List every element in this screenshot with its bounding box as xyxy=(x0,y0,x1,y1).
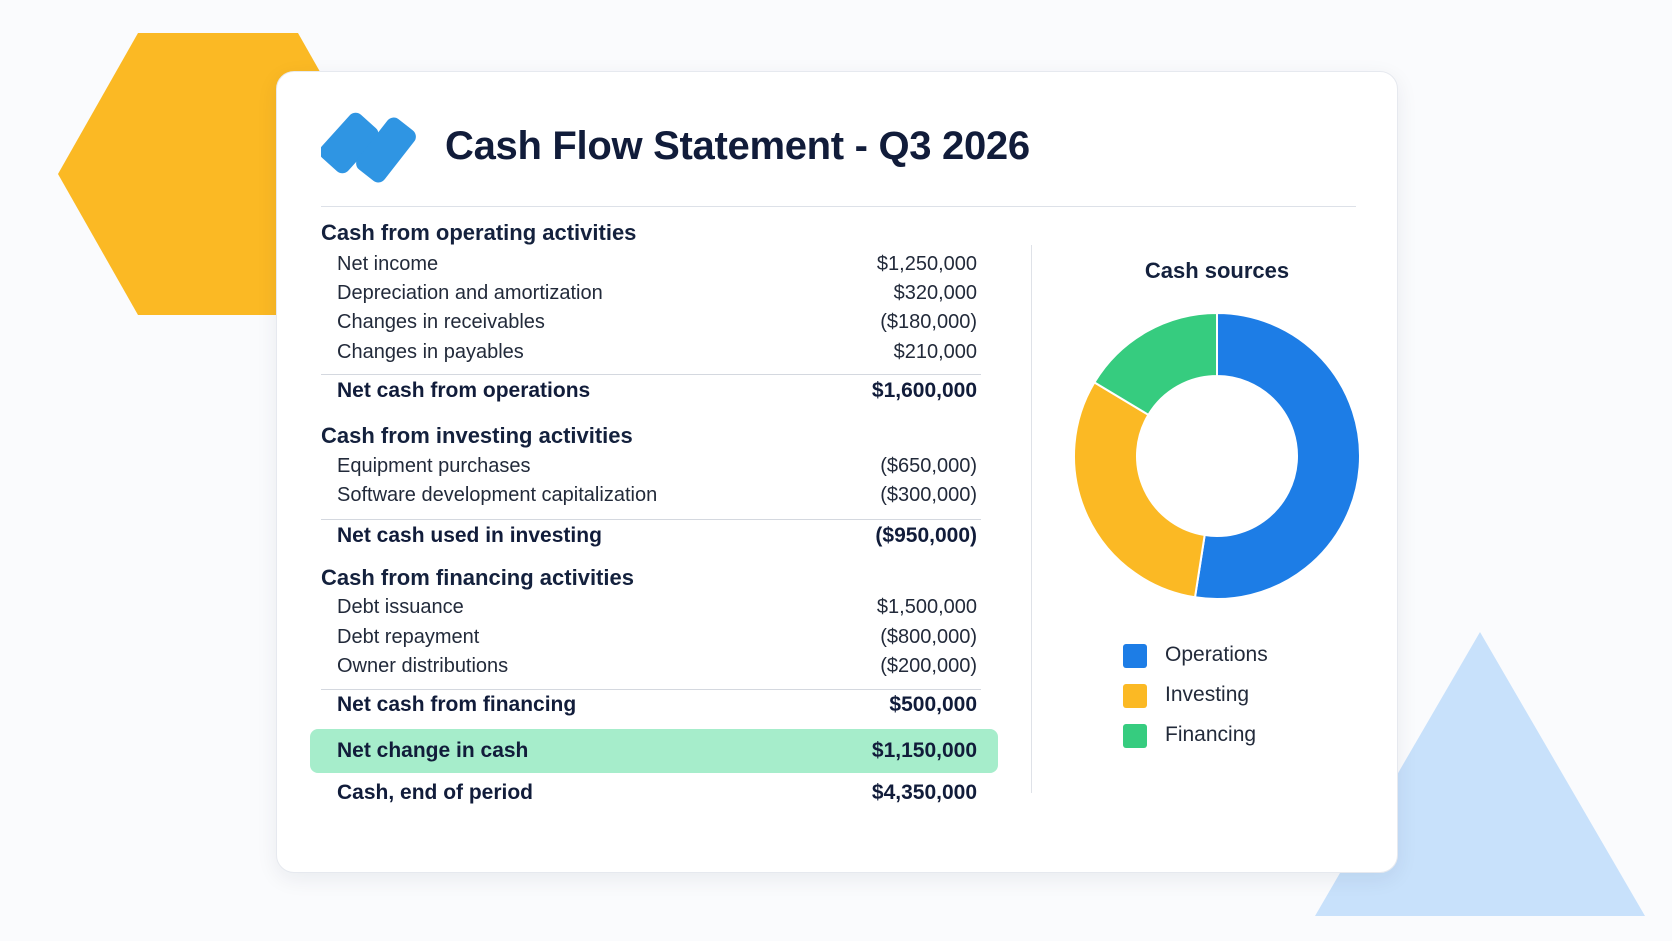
page-title: Cash Flow Statement - Q3 2026 xyxy=(445,124,1030,168)
legend-item-operations: Operations xyxy=(1123,640,1363,670)
section-heading-investing: Cash from investing activities xyxy=(321,423,633,448)
line-item-label: Net income xyxy=(337,253,439,275)
line-item-label: Debt issuance xyxy=(337,596,464,618)
donut-slice-investing xyxy=(1073,381,1206,599)
statement-card: Cash Flow Statement - Q3 2026 Cash from … xyxy=(276,71,1398,873)
net-change-label: Net change in cash xyxy=(337,739,529,762)
line-item-amount: $1,500,000 xyxy=(876,596,977,618)
total-row-investing: Net cash used in investing ($950,000) xyxy=(337,520,977,552)
net-change-row: Net change in cash $1,150,000 xyxy=(337,735,977,767)
line-item: Owner distributions ($200,000) xyxy=(337,651,977,683)
section-heading-operating: Cash from operating activities xyxy=(321,220,637,245)
donut-slice-operations xyxy=(1193,311,1361,600)
end-of-period-amount: $4,350,000 xyxy=(871,781,977,804)
legend-label: Operations xyxy=(1165,643,1268,666)
line-item: Equipment purchases ($650,000) xyxy=(337,451,977,483)
line-item: Net income $1,250,000 xyxy=(337,249,977,281)
total-row-financing: Net cash from financing $500,000 xyxy=(337,689,977,721)
line-item-label: Changes in receivables xyxy=(337,311,545,333)
row-divider xyxy=(321,689,981,690)
line-item: Software development capitalization ($30… xyxy=(337,480,977,512)
chart-title: Cash sources xyxy=(1144,258,1290,283)
total-label: Net cash used in investing xyxy=(337,524,602,547)
legend-swatch xyxy=(1123,724,1147,748)
net-change-highlight xyxy=(310,729,998,773)
line-item: Changes in receivables ($180,000) xyxy=(337,307,977,339)
panel-divider xyxy=(1031,245,1032,793)
net-change-amount: $1,150,000 xyxy=(871,739,977,762)
total-label: Net cash from operations xyxy=(337,379,591,402)
total-amount: $500,000 xyxy=(889,693,977,716)
line-item-amount: $320,000 xyxy=(893,282,977,304)
line-item-label: Equipment purchases xyxy=(337,455,531,477)
line-item-label: Depreciation and amortization xyxy=(337,282,603,304)
donut-slice-financing xyxy=(1093,311,1218,417)
row-divider xyxy=(321,374,981,375)
legend-label: Investing xyxy=(1165,683,1250,706)
total-row-operations: Net cash from operations $1,600,000 xyxy=(337,375,977,407)
legend-item-investing: Investing xyxy=(1123,680,1363,710)
line-item-amount: ($300,000) xyxy=(880,484,977,506)
line-item: Debt issuance $1,500,000 xyxy=(337,592,977,624)
brand-logo-icon xyxy=(321,112,416,183)
line-item-amount: $210,000 xyxy=(893,341,977,363)
line-item-amount: $1,250,000 xyxy=(876,253,977,275)
legend-label: Financing xyxy=(1165,723,1257,746)
legend-swatch xyxy=(1123,684,1147,708)
line-item-amount: ($650,000) xyxy=(880,455,977,477)
line-item-label: Software development capitalization xyxy=(337,484,658,506)
legend-swatch xyxy=(1123,644,1147,668)
line-item-amount: ($800,000) xyxy=(880,626,977,648)
row-divider xyxy=(321,519,981,520)
line-item: Changes in payables $210,000 xyxy=(337,337,977,369)
total-amount: ($950,000) xyxy=(875,524,977,547)
section-heading-financing: Cash from financing activities xyxy=(321,565,634,590)
line-item: Debt repayment ($800,000) xyxy=(337,622,977,654)
total-amount: $1,600,000 xyxy=(871,379,977,402)
line-item-label: Debt repayment xyxy=(337,626,480,648)
total-label: Net cash from financing xyxy=(337,693,577,716)
line-item-label: Changes in payables xyxy=(337,341,524,363)
line-item-amount: ($200,000) xyxy=(880,655,977,677)
line-item-amount: ($180,000) xyxy=(880,311,977,333)
legend-item-financing: Financing xyxy=(1123,720,1363,750)
line-item: Depreciation and amortization $320,000 xyxy=(337,278,977,310)
header-divider xyxy=(321,206,1356,207)
cash-sources-donut-chart xyxy=(1073,311,1361,600)
end-of-period-label: Cash, end of period xyxy=(337,781,534,804)
end-of-period-row: Cash, end of period $4,350,000 xyxy=(337,777,977,809)
line-item-label: Owner distributions xyxy=(337,655,509,677)
